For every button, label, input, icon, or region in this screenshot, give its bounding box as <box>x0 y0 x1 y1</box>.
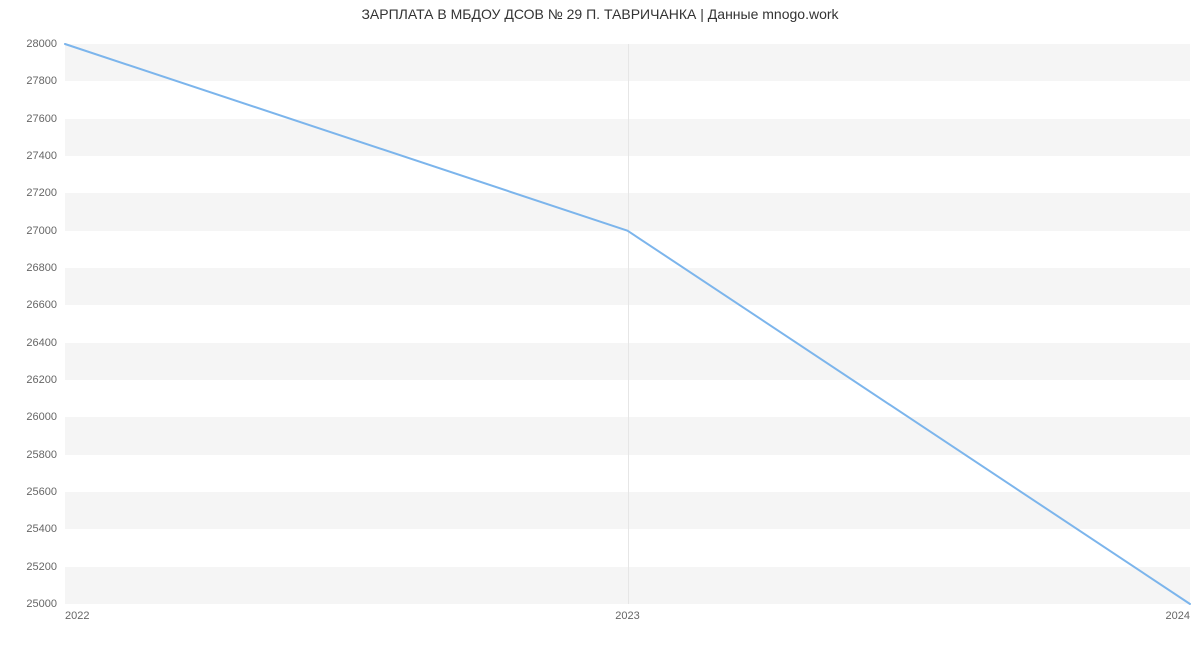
x-axis-tick: 2023 <box>615 610 639 622</box>
y-axis-tick: 26400 <box>26 337 57 349</box>
y-axis-tick: 27400 <box>26 150 57 162</box>
x-axis-tick: 2024 <box>1166 610 1190 622</box>
y-axis-tick: 27000 <box>26 225 57 237</box>
y-axis-tick: 27200 <box>26 187 57 199</box>
y-axis-tick: 25400 <box>26 523 57 535</box>
y-axis-tick: 25000 <box>26 598 57 610</box>
y-axis-tick: 26800 <box>26 262 57 274</box>
y-axis-tick: 26000 <box>26 411 57 423</box>
series-line <box>65 44 1190 604</box>
y-axis-tick: 25800 <box>26 449 57 461</box>
y-axis-tick: 25600 <box>26 486 57 498</box>
y-axis-tick: 25200 <box>26 561 57 573</box>
chart-plot-area: 2500025200254002560025800260002620026400… <box>65 44 1190 604</box>
salary-line-chart: ЗАРПЛАТА В МБДОУ ДСОВ № 29 П. ТАВРИЧАНКА… <box>0 0 1200 650</box>
y-axis-tick: 28000 <box>26 38 57 50</box>
chart-title: ЗАРПЛАТА В МБДОУ ДСОВ № 29 П. ТАВРИЧАНКА… <box>0 6 1200 22</box>
y-axis-tick: 27600 <box>26 113 57 125</box>
y-axis-tick: 27800 <box>26 75 57 87</box>
y-axis-tick: 26200 <box>26 374 57 386</box>
y-axis-tick: 26600 <box>26 299 57 311</box>
x-axis-tick: 2022 <box>65 610 89 622</box>
chart-line-layer <box>65 44 1190 604</box>
